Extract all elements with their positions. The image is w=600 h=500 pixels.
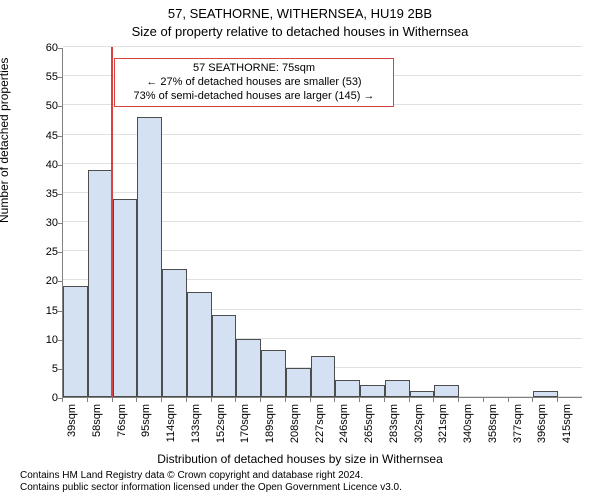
xtick-label: 58sqm: [91, 404, 103, 454]
y-axis-label: Number of detached properties: [0, 58, 11, 223]
xtick-label: 358sqm: [487, 404, 499, 454]
xtick-label: 283sqm: [388, 404, 400, 454]
histogram-bar: [162, 269, 187, 397]
xtick-mark: [409, 398, 410, 402]
xtick-mark: [235, 398, 236, 402]
xtick-label: 170sqm: [239, 404, 251, 454]
xtick-label: 76sqm: [116, 404, 128, 454]
xtick-mark: [508, 398, 509, 402]
xtick-mark: [186, 398, 187, 402]
chart-container: 57, SEATHORNE, WITHERNSEA, HU19 2BB Size…: [0, 0, 600, 500]
xtick-mark: [161, 398, 162, 402]
xtick-label: 246sqm: [338, 404, 350, 454]
xtick-label: 133sqm: [190, 404, 202, 454]
footer-line1: Contains HM Land Registry data © Crown c…: [20, 470, 402, 482]
ytick-mark: [58, 106, 62, 107]
chart-title-line1: 57, SEATHORNE, WITHERNSEA, HU19 2BB: [0, 6, 600, 21]
xtick-label: 152sqm: [215, 404, 227, 454]
histogram-bar: [88, 170, 113, 398]
xtick-label: 39sqm: [66, 404, 78, 454]
xtick-mark: [136, 398, 137, 402]
chart-title-line2: Size of property relative to detached ho…: [0, 24, 600, 39]
xtick-label: 321sqm: [437, 404, 449, 454]
xtick-mark: [334, 398, 335, 402]
xtick-label: 227sqm: [314, 404, 326, 454]
histogram-bar: [286, 368, 311, 397]
ytick-mark: [58, 252, 62, 253]
histogram-bar: [236, 339, 261, 397]
ytick-mark: [58, 311, 62, 312]
histogram-bar: [212, 315, 237, 397]
footer-line2: Contains public sector information licen…: [20, 482, 402, 494]
annotation-line3: 73% of semi-detached houses are larger (…: [121, 90, 387, 104]
xtick-label: 95sqm: [140, 404, 152, 454]
histogram-bar: [113, 199, 138, 397]
ytick-label: 40: [28, 159, 58, 171]
xtick-mark: [458, 398, 459, 402]
histogram-bar: [261, 350, 286, 397]
footer-attribution: Contains HM Land Registry data © Crown c…: [20, 470, 402, 494]
annotation-line1: 57 SEATHORNE: 75sqm: [121, 62, 387, 76]
ytick-label: 5: [28, 363, 58, 375]
ytick-mark: [58, 165, 62, 166]
xtick-mark: [112, 398, 113, 402]
x-axis-label: Distribution of detached houses by size …: [0, 452, 600, 466]
ytick-label: 25: [28, 246, 58, 258]
xtick-mark: [532, 398, 533, 402]
histogram-bar: [360, 385, 385, 397]
xtick-label: 265sqm: [363, 404, 375, 454]
histogram-bar: [434, 385, 459, 397]
xtick-label: 377sqm: [512, 404, 524, 454]
ytick-mark: [58, 194, 62, 195]
xtick-mark: [359, 398, 360, 402]
ytick-label: 45: [28, 130, 58, 142]
reference-line: [111, 47, 113, 397]
xtick-label: 340sqm: [462, 404, 474, 454]
xtick-mark: [483, 398, 484, 402]
xtick-mark: [260, 398, 261, 402]
ytick-label: 15: [28, 305, 58, 317]
histogram-bar: [410, 391, 435, 397]
histogram-bar: [335, 380, 360, 398]
annotation-line2: ← 27% of detached houses are smaller (53…: [121, 76, 387, 90]
ytick-mark: [58, 369, 62, 370]
annotation-box: 57 SEATHORNE: 75sqm ← 27% of detached ho…: [114, 58, 394, 107]
xtick-label: 114sqm: [165, 404, 177, 454]
histogram-bar: [187, 292, 212, 397]
gridline-h: [63, 46, 582, 47]
xtick-label: 302sqm: [413, 404, 425, 454]
ytick-mark: [58, 340, 62, 341]
ytick-mark: [58, 48, 62, 49]
ytick-mark: [58, 281, 62, 282]
histogram-bar: [385, 380, 410, 398]
ytick-label: 0: [28, 392, 58, 404]
xtick-mark: [211, 398, 212, 402]
xtick-label: 189sqm: [264, 404, 276, 454]
xtick-mark: [384, 398, 385, 402]
xtick-label: 396sqm: [536, 404, 548, 454]
ytick-mark: [58, 136, 62, 137]
ytick-label: 30: [28, 217, 58, 229]
histogram-bar: [63, 286, 88, 397]
xtick-mark: [285, 398, 286, 402]
histogram-bar: [311, 356, 336, 397]
ytick-label: 35: [28, 188, 58, 200]
xtick-label: 415sqm: [561, 404, 573, 454]
xtick-mark: [310, 398, 311, 402]
histogram-bar: [137, 117, 162, 397]
ytick-label: 50: [28, 100, 58, 112]
ytick-label: 10: [28, 334, 58, 346]
xtick-mark: [557, 398, 558, 402]
ytick-mark: [58, 223, 62, 224]
histogram-bar: [533, 391, 558, 397]
xtick-mark: [87, 398, 88, 402]
ytick-mark: [58, 77, 62, 78]
ytick-label: 60: [28, 42, 58, 54]
ytick-label: 20: [28, 275, 58, 287]
ytick-label: 55: [28, 71, 58, 83]
xtick-label: 208sqm: [289, 404, 301, 454]
xtick-mark: [62, 398, 63, 402]
xtick-mark: [433, 398, 434, 402]
